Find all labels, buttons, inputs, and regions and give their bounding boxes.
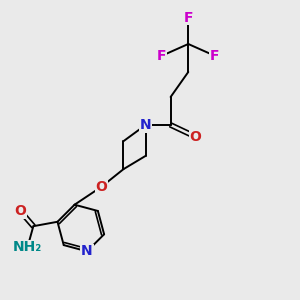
Text: NH₂: NH₂ (13, 240, 42, 254)
Text: N: N (81, 244, 93, 258)
Text: F: F (210, 49, 220, 63)
Text: F: F (157, 49, 166, 63)
Text: O: O (190, 130, 202, 144)
Text: O: O (95, 180, 107, 194)
Text: N: N (140, 118, 152, 132)
Text: O: O (14, 204, 26, 218)
Text: F: F (184, 11, 193, 25)
